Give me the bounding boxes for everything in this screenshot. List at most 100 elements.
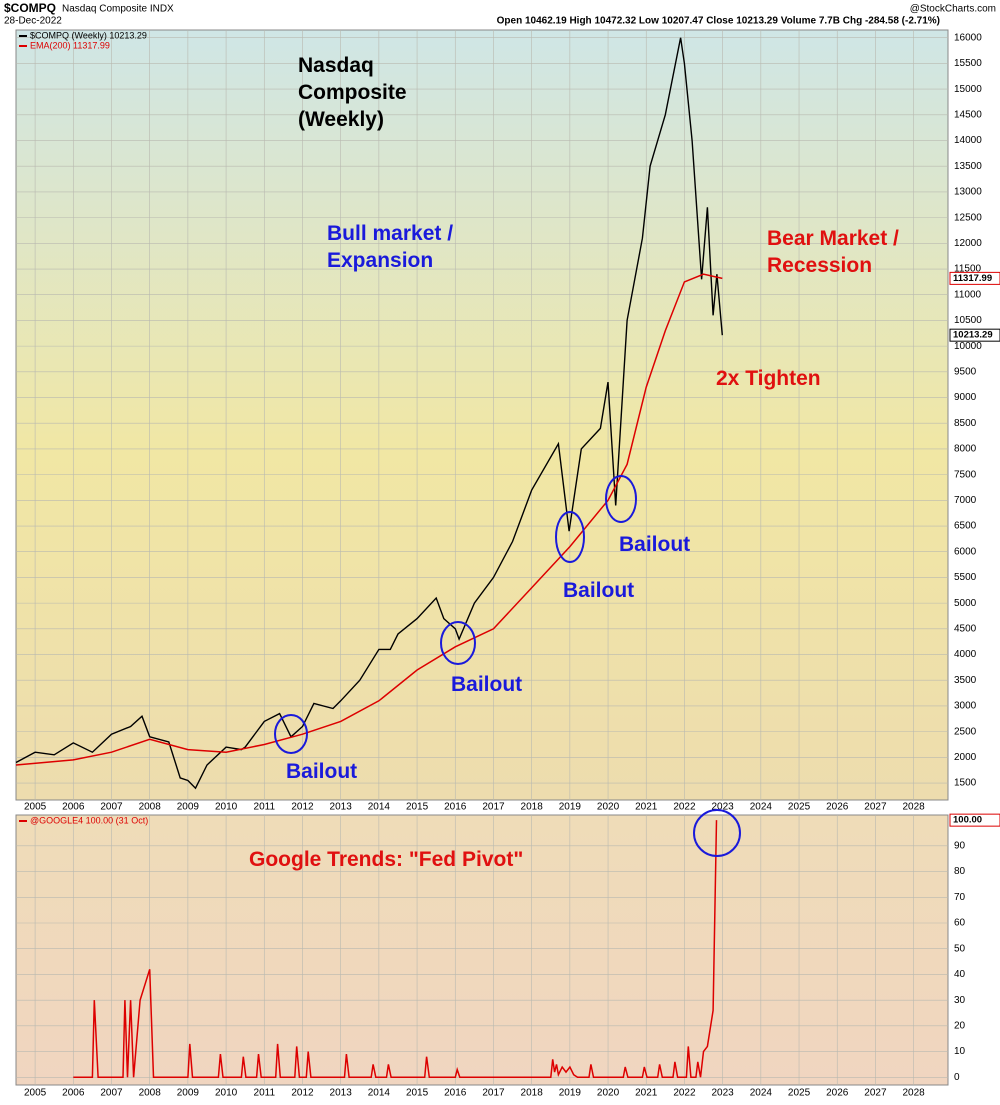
x-tick-label: 2025	[788, 802, 811, 813]
date: 28-Dec-2022	[4, 16, 62, 27]
circle	[555, 511, 585, 563]
y-tick-label: 4000	[954, 649, 977, 660]
y-tick-label: 20	[954, 1020, 966, 1031]
x-tick-label: 2016	[444, 1088, 467, 1099]
x-tick-label: 2005	[24, 802, 47, 813]
x-tick-label: 2013	[330, 1088, 353, 1099]
x-tick-label: 2007	[100, 802, 123, 813]
annotation: Google Trends: "Fed Pivot"	[249, 848, 523, 871]
annotation: (Weekly)	[298, 108, 384, 131]
circle	[693, 809, 741, 857]
x-tick-label: 2012	[291, 1088, 314, 1099]
end-label-box	[949, 271, 1000, 285]
x-tick-label: 2019	[559, 802, 582, 813]
y-tick-label: 12000	[954, 238, 982, 249]
end-label: 11317.99	[953, 273, 992, 284]
y-tick-label: 30	[954, 995, 966, 1006]
annotation: Bear Market /	[767, 227, 899, 250]
x-tick-label: 2027	[864, 1088, 887, 1099]
index-name: Nasdaq Composite INDX	[62, 4, 174, 15]
y-tick-label: 13500	[954, 161, 982, 172]
y-tick-label: 3500	[954, 675, 977, 686]
legend-label: @GOOGLE4 100.00 (31 Oct)	[30, 815, 148, 825]
y-tick-label: 2500	[954, 726, 977, 737]
y-tick-label: 50	[954, 943, 966, 954]
y-tick-label: 14500	[954, 109, 982, 120]
y-tick-label: 10500	[954, 315, 982, 326]
x-tick-label: 2024	[750, 802, 773, 813]
series-line	[15, 273, 723, 766]
x-tick-label: 2013	[330, 802, 353, 813]
x-tick-label: 2011	[254, 802, 276, 813]
y-tick-label: 5000	[954, 598, 977, 609]
series-line	[15, 37, 723, 790]
x-tick-label: 2010	[215, 1088, 238, 1099]
circles	[274, 475, 741, 857]
source: @StockCharts.com	[910, 4, 996, 15]
y-tick-label: 2000	[954, 752, 977, 763]
circle	[440, 621, 476, 665]
y-tick-label: 1500	[954, 778, 977, 789]
x-tick-label: 2025	[788, 1088, 811, 1099]
x-tick-label: 2022	[673, 1088, 696, 1099]
y-tick-label: 11500	[954, 264, 982, 275]
end-label: 100.00	[953, 815, 982, 826]
y-tick-label: 8500	[954, 418, 977, 429]
end-label-box	[949, 813, 1000, 827]
x-tick-label: 2026	[826, 1088, 849, 1099]
x-tick-label: 2020	[597, 802, 620, 813]
y-tick-label: 80	[954, 866, 966, 877]
x-tick-label: 2008	[139, 802, 162, 813]
y-tick-label: 9500	[954, 366, 977, 377]
annotation: Bailout	[563, 579, 634, 602]
x-tick-label: 2015	[406, 802, 429, 813]
y-tick-label: 13000	[954, 187, 982, 198]
y-tick-label: 7000	[954, 495, 977, 506]
y-tick-label: 16000	[954, 32, 982, 43]
x-tick-label: 2026	[826, 802, 849, 813]
y-tick-label: 10000	[954, 341, 982, 352]
x-tick-label: 2015	[406, 1088, 429, 1099]
x-tick-label: 2008	[139, 1088, 162, 1099]
x-tick-label: 2022	[673, 802, 696, 813]
circle	[274, 714, 308, 754]
annotation: Nasdaq	[298, 54, 374, 77]
legend-label: EMA(200) 11317.99	[30, 40, 110, 50]
annotation: Bull market /	[327, 222, 453, 245]
x-tick-label: 2028	[902, 1088, 925, 1099]
x-tick-label: 2010	[215, 802, 238, 813]
x-tick-label: 2024	[750, 1088, 773, 1099]
annotation: Expansion	[327, 249, 433, 272]
circle	[605, 475, 637, 523]
y-tick-label: 11000	[954, 289, 982, 300]
x-tick-label: 2017	[482, 802, 505, 813]
series-line	[73, 820, 718, 1079]
x-tick-label: 2009	[177, 1088, 200, 1099]
y-tick-label: 4500	[954, 623, 977, 634]
x-tick-label: 2019	[559, 1088, 582, 1099]
end-label: 10213.29	[953, 330, 993, 341]
annotation: Bailout	[619, 533, 690, 556]
y-tick-label: 60	[954, 918, 966, 929]
y-tick-label: 8000	[954, 444, 977, 455]
y-tick-label: 9000	[954, 392, 977, 403]
annotation: Bailout	[451, 673, 522, 696]
x-tick-label: 2028	[902, 802, 925, 813]
end-label-box	[949, 328, 1000, 342]
x-tick-label: 2018	[521, 802, 544, 813]
y-tick-label: 0	[954, 1072, 960, 1083]
annotation: Recession	[767, 254, 872, 277]
x-tick-label: 2021	[635, 1088, 658, 1099]
x-tick-label: 2011	[254, 1088, 276, 1099]
x-tick-label: 2016	[444, 802, 467, 813]
x-tick-label: 2018	[521, 1088, 544, 1099]
y-tick-label: 90	[954, 840, 966, 851]
x-tick-label: 2009	[177, 802, 200, 813]
y-tick-label: 70	[954, 892, 966, 903]
x-tick-label: 2006	[62, 1088, 85, 1099]
price-panel	[15, 29, 949, 801]
x-tick-label: 2012	[291, 802, 314, 813]
x-tick-label: 2007	[100, 1088, 123, 1099]
